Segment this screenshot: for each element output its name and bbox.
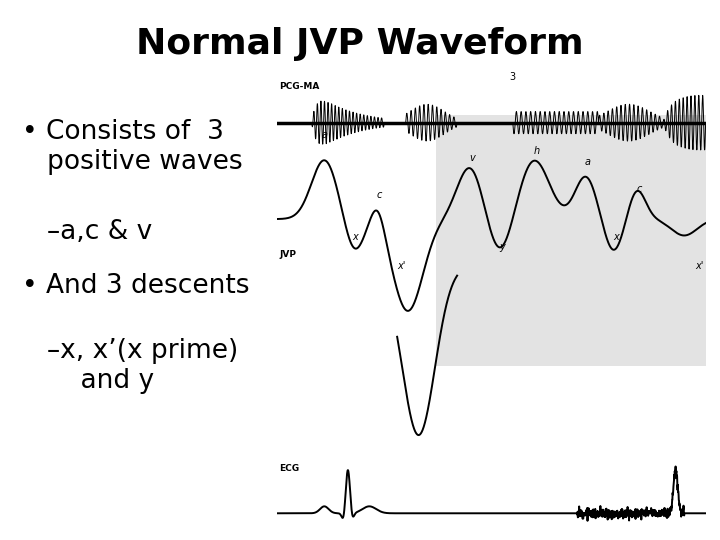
Text: Normal JVP Waveform: Normal JVP Waveform — [136, 27, 584, 61]
Text: • And 3 descents: • And 3 descents — [22, 273, 249, 299]
Text: –a,c & v: –a,c & v — [47, 219, 152, 245]
Text: v: v — [469, 153, 475, 163]
Text: ECG: ECG — [279, 463, 300, 472]
Text: x: x — [613, 232, 618, 242]
Text: c: c — [377, 190, 382, 200]
Text: x': x' — [397, 261, 405, 271]
Text: c: c — [636, 184, 642, 194]
Text: x': x' — [695, 261, 703, 271]
Text: –x, x’(x prime)
    and y: –x, x’(x prime) and y — [47, 338, 238, 394]
Text: h: h — [534, 145, 539, 156]
Text: a: a — [321, 130, 328, 140]
Text: JVP: JVP — [279, 250, 297, 259]
Text: x: x — [352, 232, 358, 242]
Text: • Consists of  3
   positive waves: • Consists of 3 positive waves — [22, 119, 242, 175]
Text: y: y — [499, 242, 505, 252]
Bar — [436, 115, 710, 366]
Text: PCG-MA: PCG-MA — [279, 82, 320, 91]
Text: 3: 3 — [510, 72, 516, 82]
Text: a: a — [585, 157, 591, 167]
